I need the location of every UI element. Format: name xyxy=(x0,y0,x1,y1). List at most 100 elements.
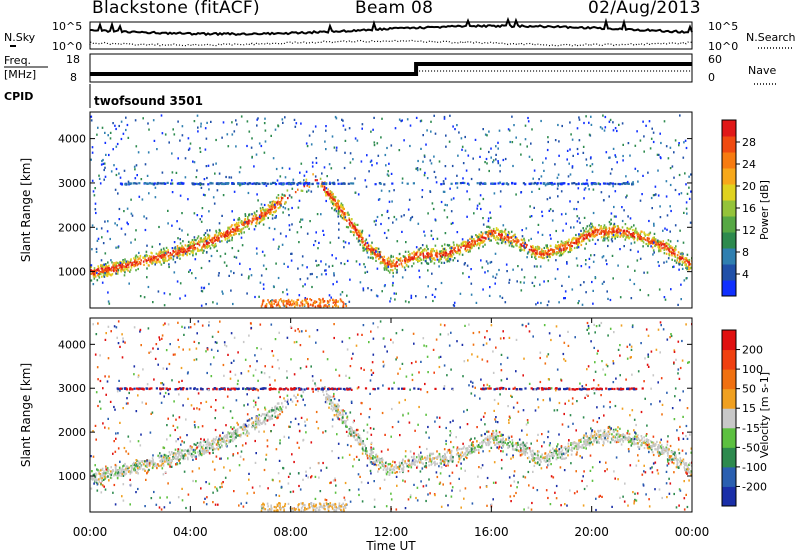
power-point xyxy=(358,263,361,266)
power-point xyxy=(230,230,233,233)
power-point xyxy=(160,114,163,117)
power-point xyxy=(404,268,407,272)
power-point xyxy=(563,244,566,247)
power-point xyxy=(584,187,587,190)
power-point xyxy=(383,258,386,262)
power-point xyxy=(530,248,533,251)
power-point xyxy=(681,263,683,266)
power-point xyxy=(678,173,681,177)
power-point xyxy=(231,239,233,242)
power-point xyxy=(97,265,99,268)
power-point xyxy=(524,183,527,186)
power-point xyxy=(658,240,660,243)
power-point xyxy=(309,273,312,276)
power-point xyxy=(143,215,145,218)
power-point xyxy=(466,190,468,193)
power-point xyxy=(213,240,216,243)
power-colorbar-segment xyxy=(722,184,736,201)
power-point xyxy=(143,296,146,299)
power-point xyxy=(103,265,105,268)
power-point xyxy=(547,247,549,250)
power-point xyxy=(609,223,612,226)
power-point xyxy=(621,206,623,209)
power-point xyxy=(390,172,393,175)
power-point xyxy=(593,234,595,237)
power-point xyxy=(310,299,313,302)
power-point xyxy=(497,160,499,163)
power-point xyxy=(199,183,202,186)
power-point xyxy=(263,122,266,125)
power-point xyxy=(150,182,154,185)
power-point xyxy=(209,247,212,250)
power-point xyxy=(244,217,246,221)
power-point xyxy=(552,248,554,252)
power-point xyxy=(293,182,296,185)
power-point xyxy=(445,134,447,137)
power-point xyxy=(546,148,549,152)
power-point xyxy=(459,182,462,185)
power-point xyxy=(680,252,682,255)
power-point xyxy=(287,265,289,268)
power-point xyxy=(127,263,129,266)
power-point xyxy=(622,143,624,146)
power-point xyxy=(379,252,381,255)
power-point xyxy=(489,261,492,264)
power-point xyxy=(309,298,311,301)
power-point xyxy=(582,151,585,154)
power-point xyxy=(101,270,103,274)
power-point xyxy=(436,237,439,240)
power-point xyxy=(250,146,253,149)
power-point xyxy=(547,140,549,144)
power-point xyxy=(314,301,316,304)
power-point xyxy=(440,252,443,255)
power-point xyxy=(613,205,615,209)
power-point xyxy=(588,232,591,235)
power-point xyxy=(113,270,115,273)
power-point xyxy=(270,300,273,303)
power-point xyxy=(108,273,110,276)
power-point xyxy=(657,169,659,172)
velocity-point xyxy=(342,409,344,412)
power-point xyxy=(364,242,367,245)
power-point xyxy=(525,246,527,249)
power-point xyxy=(533,249,536,252)
power-point xyxy=(634,229,636,232)
power-point xyxy=(105,268,108,271)
power-point xyxy=(133,165,136,168)
power-point xyxy=(577,302,579,305)
power-point xyxy=(194,277,197,280)
power-point xyxy=(467,250,470,253)
power-point xyxy=(588,239,591,242)
power-point xyxy=(229,232,231,235)
power-point xyxy=(685,259,687,262)
power-point xyxy=(446,243,449,247)
power-point xyxy=(530,237,532,240)
power-point xyxy=(446,204,448,207)
power-point xyxy=(258,142,261,145)
power-point xyxy=(504,301,507,304)
power-point xyxy=(557,123,559,127)
power-point xyxy=(541,250,543,253)
power-point xyxy=(273,299,275,302)
power-point xyxy=(615,215,617,218)
power-point xyxy=(612,185,614,188)
power-point xyxy=(573,246,576,250)
power-point xyxy=(601,256,604,259)
power-point xyxy=(107,271,109,274)
power-point xyxy=(584,237,586,240)
power-point xyxy=(147,285,150,289)
power-point xyxy=(499,164,501,167)
power-point xyxy=(426,177,429,180)
power-point xyxy=(264,129,267,132)
n-sky-trace xyxy=(90,16,693,37)
power-point xyxy=(479,183,482,186)
power-point xyxy=(482,241,485,244)
power-point xyxy=(155,252,158,255)
power-point xyxy=(118,124,120,128)
power-point xyxy=(497,236,500,239)
power-point xyxy=(137,258,139,261)
power-point xyxy=(370,244,372,247)
power-point xyxy=(521,268,523,271)
power-point xyxy=(381,117,383,120)
power-point xyxy=(208,260,211,263)
